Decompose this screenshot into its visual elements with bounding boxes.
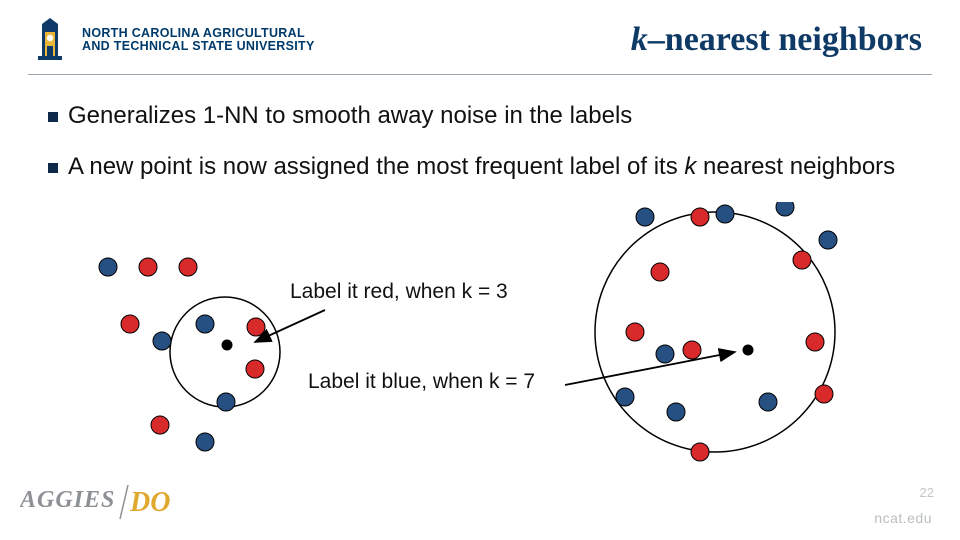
bullet-item: A new point is now assigned the most fre… (48, 152, 912, 183)
bullet-item: Generalizes 1-NN to smooth away noise in… (48, 101, 912, 132)
svg-text:DO: DO (129, 487, 170, 518)
university-name: NORTH CAROLINA AGRICULTURAL AND TECHNICA… (82, 27, 315, 53)
knn-svg (0, 202, 960, 462)
aggies-do-logo: AGGIES DO (20, 483, 190, 526)
university-line2: AND TECHNICAL STATE UNIVERSITY (82, 40, 315, 53)
page-number: 22 (920, 485, 934, 500)
bullet-text: A new point is now assigned the most fre… (68, 152, 895, 183)
bullet-marker-icon (48, 163, 58, 173)
svg-text:AGGIES: AGGIES (20, 487, 115, 513)
annotation-blue: Label it blue, when k = 7 (308, 370, 535, 394)
title-k: k (631, 21, 648, 58)
title-rest: –nearest neighbors (648, 21, 922, 58)
bullet-text: Generalizes 1-NN to smooth away noise in… (68, 101, 632, 132)
knn-diagram: Label it red, when k = 3 Label it blue, … (0, 202, 960, 462)
clocktower-icon (28, 18, 72, 62)
slide-title: k–nearest neighbors (631, 21, 932, 59)
university-logo: NORTH CAROLINA AGRICULTURAL AND TECHNICA… (28, 18, 315, 62)
footer-url: ncat.edu (874, 510, 932, 526)
bullet-marker-icon (48, 112, 58, 122)
bullet-list: Generalizes 1-NN to smooth away noise in… (0, 75, 960, 182)
annotation-red: Label it red, when k = 3 (290, 280, 508, 304)
slide-header: NORTH CAROLINA AGRICULTURAL AND TECHNICA… (0, 0, 960, 70)
